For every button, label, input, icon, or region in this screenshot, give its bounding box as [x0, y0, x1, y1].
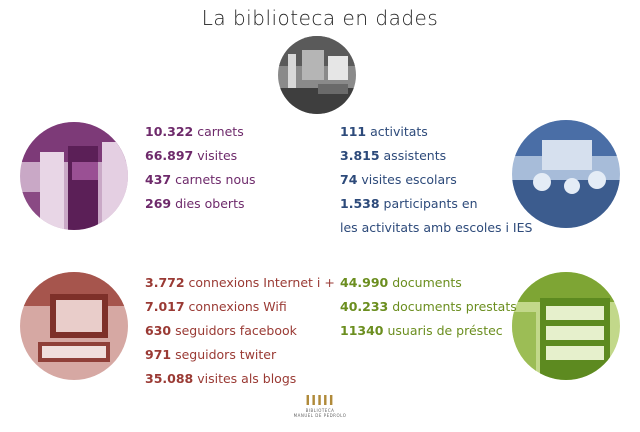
- computer-photo: [20, 272, 128, 380]
- bookshelf-photo: [512, 272, 620, 380]
- stat-documents: 44.990 documents: [340, 275, 462, 290]
- stat-participants-cont: les activitats amb escoles i IES: [340, 220, 533, 235]
- stat-participants: 1.538 participants en: [340, 196, 478, 211]
- stat-usuaris-prestec: 11340 usuaris de préstec: [340, 323, 503, 338]
- stat-seguidors-facebook: 630 seguidors facebook: [145, 323, 297, 338]
- stat-visites-blogs: 35.088 visites als blogs: [145, 371, 297, 386]
- stat-seguidors-twiter: 971 seguidors twiter: [145, 347, 277, 362]
- library-logo: IIIII BIBLIOTECA MANUEL DE PEDROLO: [286, 394, 354, 418]
- stat-documents-prestats: 40.233 documents prestats: [340, 299, 517, 314]
- stat-activitats: 111 activitats: [340, 124, 428, 139]
- stat-carnets: 10.322 carnets: [145, 124, 244, 139]
- stat-connexions-wifi: 7.017 connexions Wifi: [145, 299, 287, 314]
- logo-mark-icon: IIIII: [305, 394, 335, 409]
- library-interior-photo: [278, 36, 356, 114]
- logo-line1: BIBLIOTECA: [305, 408, 335, 413]
- stat-visites: 66.897 visites: [145, 148, 238, 163]
- stat-connexions-internet: 3.772 connexions Internet i +: [145, 275, 335, 290]
- readers-photo: [20, 122, 128, 230]
- stat-carnets-nous: 437 carnets nous: [145, 172, 256, 187]
- school-visit-photo: [512, 120, 620, 228]
- logo-line2: MANUEL DE PEDROLO: [293, 413, 347, 418]
- page-title: La biblioteca en dades: [201, 6, 439, 30]
- stat-assistents: 3.815 assistents: [340, 148, 447, 163]
- stat-visites-escolars: 74 visites escolars: [340, 172, 457, 187]
- stat-dies-oberts: 269 dies oberts: [145, 196, 245, 211]
